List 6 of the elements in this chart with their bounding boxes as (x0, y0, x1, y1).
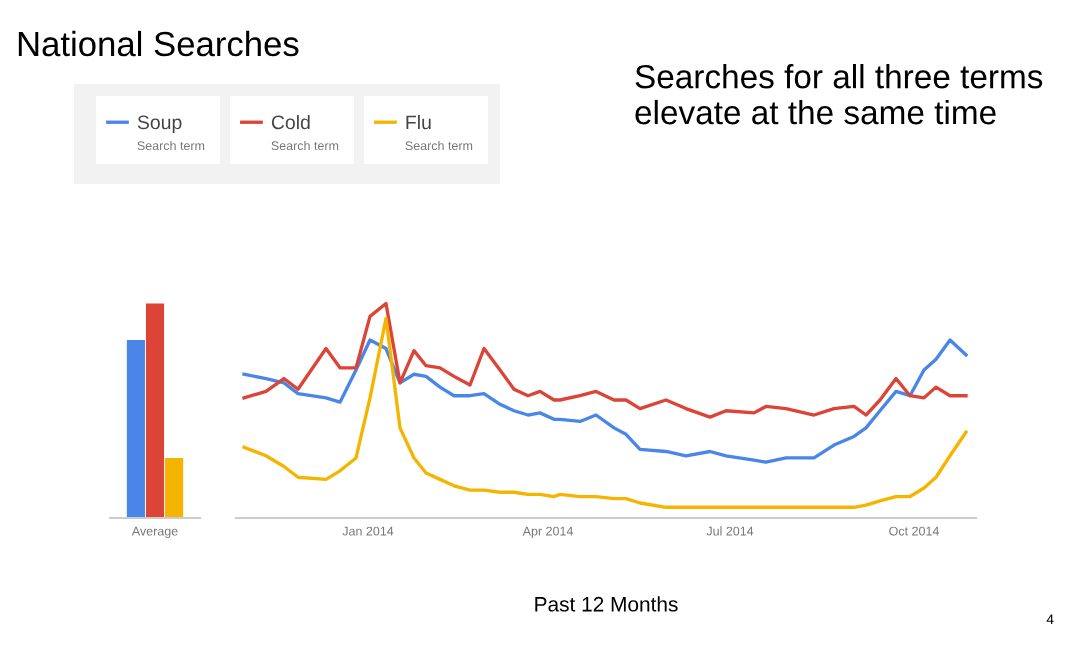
chart-title: National Searches (18, 30, 299, 57)
text: Searches for all three terms elevate at the same time (635, 64, 1043, 125)
x-axis-title: Past 12 Months (535, 596, 678, 612)
legend-label: Soup (137, 115, 182, 134)
legend-label: Cold (271, 114, 310, 130)
legend-label: Flu (406, 114, 431, 130)
